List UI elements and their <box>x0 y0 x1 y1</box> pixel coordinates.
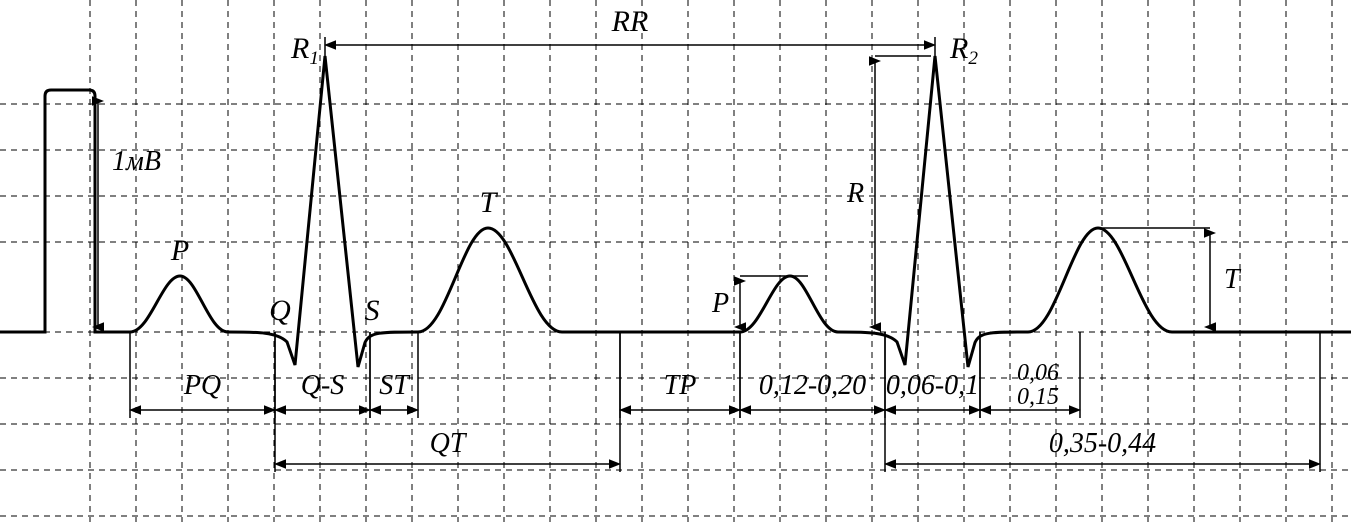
dim-pq-label: PQ <box>183 370 221 401</box>
dim-t-amp: T <box>1098 228 1242 327</box>
label-s1: S <box>365 294 380 327</box>
label-t1: T <box>480 186 499 219</box>
dim-qs2-label: 0,06-0,1 <box>886 370 979 401</box>
dim-st2: 0,060,15 <box>980 332 1080 418</box>
label-qt: QT <box>430 428 468 459</box>
dim-p-amp-label: P <box>711 288 729 319</box>
label-015: 0,15 <box>1017 384 1059 410</box>
dim-rr: RR <box>325 5 935 64</box>
dim-st-label: ST <box>379 370 411 401</box>
label-p1: P <box>170 234 189 267</box>
label-r1: R1 <box>290 32 319 69</box>
label-qt2: 0,35-0,44 <box>1049 428 1156 459</box>
dim-pq: PQ <box>130 332 275 418</box>
label-006: 0,06 <box>1017 360 1059 386</box>
dim-cal: 1мВ <box>98 101 161 327</box>
dim-tp-label: TP <box>664 370 697 401</box>
dim-qs-label: Q-S <box>301 370 345 401</box>
dim-qt: QT <box>275 332 620 472</box>
dim-r-amp-label: R <box>846 178 864 209</box>
dim-tp: TP <box>620 332 740 418</box>
dim-t-amp-label: T <box>1224 264 1242 295</box>
dim-pq2-label: 0,12-0,20 <box>759 370 866 401</box>
dim-st: ST <box>370 332 418 418</box>
label-cal: 1мВ <box>112 146 161 177</box>
dim-p-amp: P <box>711 276 808 327</box>
label-rr: RR <box>611 5 649 38</box>
label-q1: Q <box>269 294 291 327</box>
label-r2: R2 <box>949 32 978 69</box>
dim-pq2: 0,12-0,20 <box>740 332 885 418</box>
